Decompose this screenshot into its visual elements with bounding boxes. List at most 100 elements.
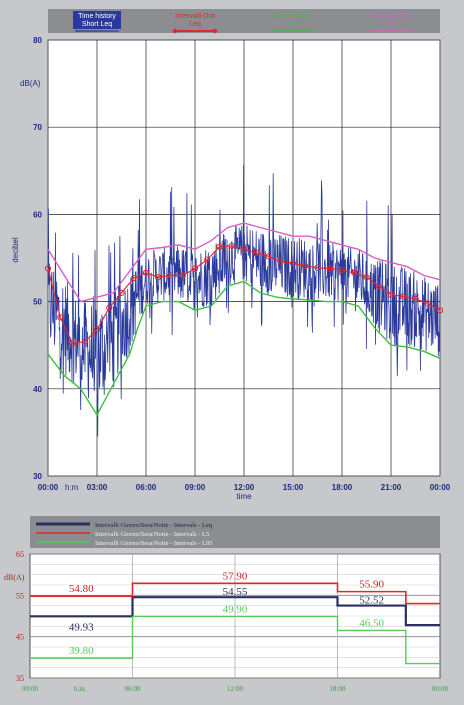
bottom-data-label: 54.80 bbox=[69, 583, 94, 595]
bottom-y-tick-label: 65 bbox=[16, 550, 24, 559]
leq-point bbox=[240, 246, 248, 253]
top-x-tick-label: 12:00 bbox=[234, 483, 255, 492]
l95-line bbox=[47, 280, 441, 417]
legend-label-line1: Intervalli Ora bbox=[175, 13, 215, 20]
leq-point bbox=[81, 338, 88, 345]
bottom-x-tick-label: 18:00 bbox=[330, 685, 346, 693]
leq-point bbox=[253, 249, 260, 256]
leq-point bbox=[167, 272, 174, 279]
top-y-tick-label: 80 bbox=[33, 36, 42, 45]
top-x-tick-label: 21:00 bbox=[381, 483, 402, 492]
top-y-tick-label: 50 bbox=[33, 298, 42, 307]
bottom-x-tick-label: 12:00 bbox=[227, 685, 243, 693]
legend-label-line1: Intervalli Ora bbox=[371, 13, 411, 20]
bottom-legend-label: Intervalli Giorno/Sera/Notte - Intervals… bbox=[95, 540, 213, 547]
top-x-tick-label: 00:00 bbox=[430, 483, 451, 492]
leq-point bbox=[289, 260, 297, 267]
top-x-tick-label: 03:00 bbox=[87, 483, 108, 492]
legend-marker bbox=[172, 28, 178, 34]
leq-point bbox=[387, 291, 395, 298]
leq-point bbox=[412, 295, 419, 303]
top-unit-label: dB(A) bbox=[20, 79, 41, 88]
top-x-axis-label: time bbox=[236, 492, 252, 501]
top-interval-series bbox=[44, 222, 444, 417]
bottom-y-tick-label: 35 bbox=[16, 674, 24, 683]
bottom-step-line bbox=[30, 596, 440, 627]
top-y-tick-label: 30 bbox=[33, 472, 42, 481]
leq-point bbox=[216, 243, 223, 250]
top-y-tick-label: 60 bbox=[33, 210, 42, 219]
legend-swatch-short-leq bbox=[73, 11, 121, 29]
bottom-data-label: 46.50 bbox=[359, 617, 384, 629]
top-x-tick-labels: 00:00 03:00 06:00 09:00 12:00 15:00 18:00 21:00… bbox=[38, 483, 451, 492]
bottom-data-label: 55.90 bbox=[359, 579, 384, 591]
bottom-step-line bbox=[30, 582, 440, 605]
leq-point bbox=[424, 300, 431, 307]
short-leq-series bbox=[47, 164, 441, 437]
leq-point bbox=[265, 253, 272, 260]
bottom-x-tick-label: 06:00 bbox=[125, 685, 141, 693]
leq-point bbox=[204, 256, 211, 263]
bottom-data-label: 52.52 bbox=[359, 595, 384, 607]
leq-point bbox=[191, 265, 199, 272]
top-x-unit-label: h:m bbox=[65, 483, 79, 492]
bottom-legend-bar bbox=[30, 516, 440, 548]
leq-point bbox=[326, 265, 333, 272]
top-x-tick-label: 09:00 bbox=[185, 483, 206, 492]
bottom-x-tick-labels: 00:00 06:00 12:00 18:00 00:00 bbox=[22, 685, 448, 693]
top-x-tick-label: 00:00 bbox=[38, 483, 59, 492]
top-y-tick-labels: 30 40 50 60 70 80 bbox=[33, 36, 42, 481]
leq-point bbox=[277, 258, 284, 265]
bottom-legend-label: Intervalli Giorno/Sera/Notte - Intervals… bbox=[95, 522, 213, 529]
l5-line bbox=[47, 222, 441, 303]
short-leq-line bbox=[47, 164, 441, 437]
leq-point bbox=[57, 314, 64, 321]
leq-point bbox=[44, 265, 52, 272]
top-x-tick-label: 15:00 bbox=[283, 483, 304, 492]
leq-point bbox=[179, 272, 186, 279]
bottom-y-tick-label: 55 bbox=[16, 591, 24, 600]
leq-point bbox=[106, 304, 113, 311]
legend-label-line1: Time history bbox=[78, 13, 116, 20]
top-x-tick-label: 06:00 bbox=[136, 483, 157, 492]
leq-point bbox=[142, 269, 150, 276]
leq-point bbox=[118, 289, 125, 296]
bottom-x-tick-label: 00:00 bbox=[432, 685, 448, 693]
top-y-tick-label: 70 bbox=[33, 123, 42, 132]
leq-point bbox=[228, 242, 235, 249]
bottom-unit-label: dB(A) bbox=[4, 573, 25, 582]
bottom-y-tick-label: 45 bbox=[16, 633, 24, 642]
bottom-data-label: 54.55 bbox=[223, 586, 248, 598]
leq-point bbox=[375, 282, 382, 290]
leq-point bbox=[69, 340, 76, 347]
bottom-y-tick-labels: 35 45 55 65 bbox=[16, 550, 24, 683]
legend-label-line2: Leq bbox=[189, 21, 201, 28]
leq-point bbox=[436, 307, 444, 314]
bottom-data-label: 39.80 bbox=[69, 645, 94, 657]
leq-point bbox=[130, 274, 137, 282]
bottom-interval-series bbox=[30, 582, 440, 665]
leq-point bbox=[302, 262, 309, 269]
intervals-chart: Intervalli Giorno/Sera/Notte - Intervals… bbox=[4, 516, 448, 693]
bottom-x-unit-label: h.m. bbox=[74, 685, 87, 693]
top-x-tick-label: 18:00 bbox=[332, 483, 353, 492]
leq-point bbox=[351, 269, 358, 276]
bottom-legend: Intervalli Giorno/Sera/Notte - Intervals… bbox=[36, 522, 213, 547]
bottom-data-label: 49.93 bbox=[69, 621, 94, 633]
leq-point bbox=[155, 274, 162, 281]
bottom-data-label: 49.90 bbox=[223, 603, 248, 615]
leq-point bbox=[338, 267, 346, 274]
bottom-data-labels: 49.93 54.55 52.52 54.80 57.90 55.90 39.80 49.90… bbox=[69, 570, 385, 657]
leq-line bbox=[47, 245, 441, 345]
bottom-step-line bbox=[30, 615, 440, 665]
leq-point bbox=[314, 264, 321, 271]
leq-point bbox=[363, 274, 370, 281]
leq-point bbox=[400, 293, 407, 300]
legend-marker bbox=[212, 28, 218, 34]
top-y-axis-label: decibel bbox=[11, 237, 20, 263]
top-y-tick-label: 40 bbox=[33, 385, 42, 394]
legend-label-line2: L95 bbox=[287, 21, 299, 28]
legend-label-line2: Short Leq bbox=[82, 21, 112, 28]
leq-point bbox=[93, 326, 101, 333]
